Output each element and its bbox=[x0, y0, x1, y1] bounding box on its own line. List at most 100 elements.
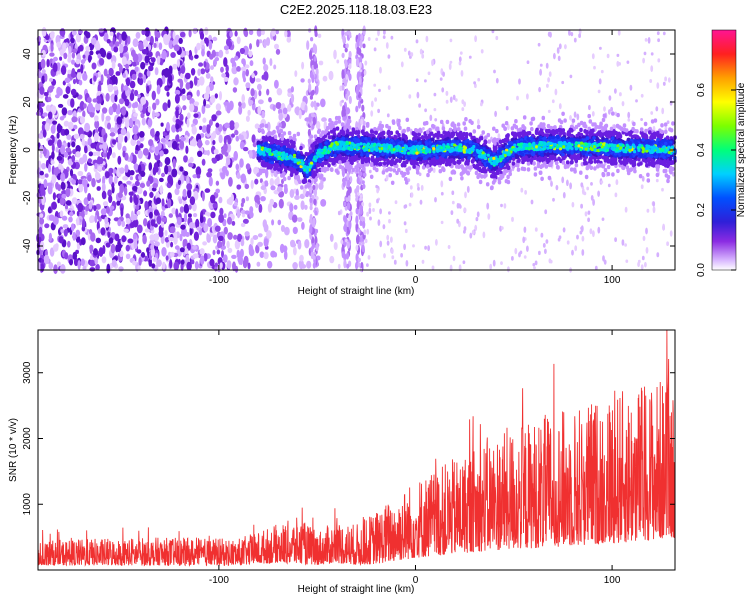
spectrogram-cell bbox=[117, 63, 122, 68]
spectrogram-cell bbox=[549, 31, 552, 38]
spectrogram-cell bbox=[132, 38, 139, 48]
spectrogram-cell bbox=[240, 238, 245, 247]
spectrogram-cell bbox=[664, 76, 667, 82]
spectrogram-cell bbox=[298, 179, 302, 185]
spectrogram-cell bbox=[569, 182, 572, 190]
spectrogram-cell bbox=[56, 261, 61, 267]
spectrogram-cell bbox=[329, 255, 335, 264]
spectrogram-cell bbox=[141, 117, 146, 126]
spectrogram-cell bbox=[390, 236, 393, 243]
spectrogram-cell bbox=[596, 131, 600, 137]
spectrogram-cell bbox=[312, 184, 316, 191]
spectrogram-cell bbox=[214, 93, 218, 99]
spectrogram-cell bbox=[547, 109, 551, 114]
spectrogram-cell bbox=[547, 77, 550, 83]
spectrogram-cell bbox=[523, 226, 527, 233]
spectrogram-cell bbox=[121, 56, 127, 66]
spectrogram-cell bbox=[225, 135, 231, 140]
spectrogram-cell bbox=[202, 117, 207, 123]
spectrogram-cell bbox=[135, 144, 139, 151]
spectrogram-cell bbox=[448, 63, 452, 70]
spectrogram-cell bbox=[181, 94, 187, 101]
spectrogram-cell bbox=[144, 55, 150, 64]
spectrogram-cell bbox=[79, 133, 85, 140]
spectrogram-cell bbox=[205, 211, 209, 216]
spectrogram-cell bbox=[158, 42, 163, 50]
spectrogram-cell bbox=[570, 31, 574, 37]
spectrogram-cell bbox=[624, 243, 627, 247]
spectrogram-cell bbox=[199, 31, 205, 40]
spectrogram-cell bbox=[350, 160, 354, 166]
spectrogram-cell bbox=[579, 230, 583, 235]
spectrogram-marks bbox=[35, 25, 677, 275]
spectrogram-cell bbox=[343, 261, 347, 267]
spectrogram-cell bbox=[156, 259, 162, 267]
spectrogram-cell bbox=[263, 71, 269, 81]
spectrogram-cell bbox=[86, 97, 92, 104]
spectrogram-cell bbox=[142, 39, 149, 48]
spectrogram-cell bbox=[243, 27, 248, 37]
spectrogram-cell bbox=[234, 239, 241, 250]
spectrogram-cell bbox=[655, 178, 659, 183]
spectrogram-cell bbox=[111, 185, 115, 194]
spectrogram-cell bbox=[312, 217, 316, 227]
spectrogram-cell bbox=[360, 215, 364, 221]
spectrogram-cell bbox=[581, 249, 585, 256]
spectrogram-cell bbox=[196, 226, 201, 231]
spectrogram-cell bbox=[345, 74, 349, 80]
spectrogram-cell bbox=[127, 238, 134, 244]
spectrogram-cell bbox=[210, 65, 214, 70]
spectrogram-cell bbox=[211, 114, 217, 122]
spectrogram-cell bbox=[125, 213, 130, 219]
spectrogram-cell bbox=[255, 78, 261, 83]
spectrogram-cell bbox=[151, 263, 156, 269]
spectrogram-cell bbox=[289, 189, 295, 198]
spectrogram-cell bbox=[390, 180, 395, 185]
spectrogram-cell bbox=[643, 121, 648, 127]
spectrogram-cell bbox=[161, 198, 165, 207]
spectrogram-cell bbox=[129, 170, 135, 176]
spectrogram-cell bbox=[614, 192, 618, 198]
spectrogram-cell bbox=[119, 183, 125, 194]
spectrogram-cell bbox=[109, 132, 116, 137]
spectrogram-cell bbox=[416, 91, 420, 99]
spectrogram-cell bbox=[556, 47, 560, 54]
spectrogram-cell bbox=[150, 219, 156, 227]
spectrogram-cell bbox=[80, 59, 86, 65]
spectrogram-cell bbox=[134, 150, 139, 155]
spectrogram-cell bbox=[366, 263, 369, 267]
spectrogram-cell bbox=[52, 120, 58, 125]
spectrogram-cell bbox=[84, 210, 88, 215]
spectrogram-cell bbox=[253, 166, 260, 175]
spectrogram-cell bbox=[348, 214, 351, 222]
spectrogram-cell bbox=[117, 103, 121, 114]
spectrogram-cell bbox=[378, 123, 382, 128]
spectrogram-cell bbox=[440, 220, 444, 225]
spectrogram-cell bbox=[376, 188, 379, 194]
spectrogram-cell bbox=[451, 200, 455, 205]
spectrogram-cell bbox=[616, 53, 620, 58]
spectrogram-cell bbox=[171, 140, 178, 150]
spectrogram-cell bbox=[511, 216, 514, 222]
spectrogram-cell bbox=[110, 55, 117, 64]
spectrogram-cell bbox=[221, 166, 228, 174]
spectrogram-cell bbox=[653, 118, 658, 123]
spectrogram-cell bbox=[296, 175, 301, 180]
spectrogram-cell bbox=[617, 29, 621, 36]
spectrogram-cell bbox=[341, 69, 345, 79]
spectrogram-cell bbox=[597, 226, 601, 234]
spectrogram-cell bbox=[619, 92, 622, 97]
spectrogram-cell bbox=[170, 241, 174, 248]
spectrogram-cell bbox=[520, 187, 524, 193]
spectrogram-cell bbox=[67, 69, 72, 75]
spectrogram-cell bbox=[133, 112, 138, 118]
spectrogram-cell bbox=[297, 217, 303, 223]
spectrogram-cell bbox=[279, 128, 284, 134]
spectrogram-cell bbox=[602, 113, 607, 118]
spectrogram-cell bbox=[375, 184, 379, 189]
spectrogram-cell bbox=[577, 122, 581, 128]
spectrogram-cell bbox=[240, 66, 247, 71]
spectrogram-cell bbox=[67, 240, 71, 248]
spectrogram-cell bbox=[257, 105, 262, 115]
spectrogram-cell bbox=[312, 255, 316, 260]
